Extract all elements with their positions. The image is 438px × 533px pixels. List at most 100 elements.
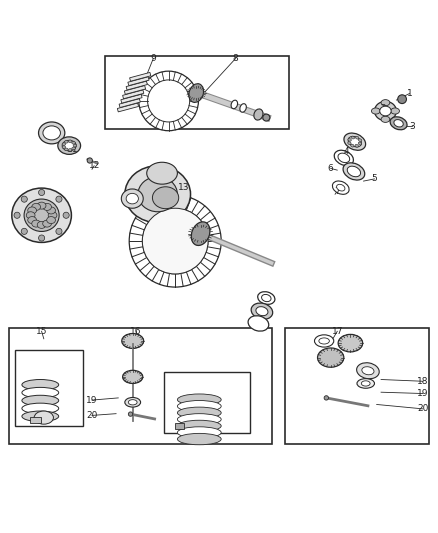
Ellipse shape xyxy=(381,100,390,106)
Text: 8: 8 xyxy=(233,54,239,63)
Ellipse shape xyxy=(362,367,374,375)
Ellipse shape xyxy=(125,166,191,223)
Circle shape xyxy=(39,235,45,241)
Circle shape xyxy=(263,114,270,121)
Ellipse shape xyxy=(344,133,366,150)
Ellipse shape xyxy=(62,146,66,148)
Ellipse shape xyxy=(147,162,177,184)
Ellipse shape xyxy=(319,338,329,344)
Ellipse shape xyxy=(152,187,179,209)
Ellipse shape xyxy=(142,208,208,274)
Ellipse shape xyxy=(314,335,334,347)
Ellipse shape xyxy=(142,208,208,274)
Ellipse shape xyxy=(43,220,52,227)
Circle shape xyxy=(39,189,45,196)
Ellipse shape xyxy=(332,181,349,195)
Polygon shape xyxy=(119,99,140,108)
Ellipse shape xyxy=(72,141,75,144)
Ellipse shape xyxy=(65,141,68,143)
Text: 14: 14 xyxy=(32,208,43,217)
Ellipse shape xyxy=(28,207,36,214)
Ellipse shape xyxy=(358,142,362,145)
Text: 7: 7 xyxy=(334,187,340,196)
Circle shape xyxy=(14,212,20,219)
Ellipse shape xyxy=(254,109,263,120)
Ellipse shape xyxy=(47,207,56,214)
Ellipse shape xyxy=(394,119,403,127)
Ellipse shape xyxy=(177,407,221,418)
Ellipse shape xyxy=(338,334,363,352)
Ellipse shape xyxy=(348,136,361,147)
Bar xyxy=(105,56,289,128)
Text: 10: 10 xyxy=(45,132,56,141)
Bar xyxy=(164,372,250,433)
Text: 16: 16 xyxy=(130,327,141,336)
Text: 20: 20 xyxy=(86,411,98,420)
Ellipse shape xyxy=(123,370,143,383)
Ellipse shape xyxy=(177,400,221,412)
Ellipse shape xyxy=(68,149,72,151)
Ellipse shape xyxy=(191,222,210,246)
Ellipse shape xyxy=(251,303,273,319)
Text: 9: 9 xyxy=(150,54,156,63)
Ellipse shape xyxy=(122,334,144,349)
Ellipse shape xyxy=(357,378,374,388)
Ellipse shape xyxy=(177,427,221,438)
Ellipse shape xyxy=(334,150,353,166)
Ellipse shape xyxy=(348,142,351,144)
Circle shape xyxy=(128,412,133,416)
Ellipse shape xyxy=(258,292,275,304)
Text: 6: 6 xyxy=(328,164,334,173)
Ellipse shape xyxy=(381,116,390,123)
Polygon shape xyxy=(128,77,149,86)
Ellipse shape xyxy=(374,101,396,120)
Text: 18: 18 xyxy=(417,377,428,386)
Ellipse shape xyxy=(177,420,221,432)
Circle shape xyxy=(21,228,27,235)
Circle shape xyxy=(56,228,62,235)
Ellipse shape xyxy=(37,221,46,229)
Ellipse shape xyxy=(338,153,350,163)
Polygon shape xyxy=(121,94,142,103)
Ellipse shape xyxy=(68,140,72,143)
Polygon shape xyxy=(130,72,151,81)
Text: 13: 13 xyxy=(178,183,190,192)
Ellipse shape xyxy=(391,108,399,114)
Ellipse shape xyxy=(357,363,379,379)
Ellipse shape xyxy=(189,84,204,102)
Ellipse shape xyxy=(348,139,351,141)
Circle shape xyxy=(324,395,328,400)
Ellipse shape xyxy=(356,136,359,139)
Circle shape xyxy=(63,212,69,219)
Text: 20: 20 xyxy=(417,405,428,414)
Text: 4: 4 xyxy=(343,147,349,156)
Ellipse shape xyxy=(22,411,59,422)
Ellipse shape xyxy=(47,216,56,223)
Ellipse shape xyxy=(371,108,380,114)
Ellipse shape xyxy=(390,117,407,130)
Ellipse shape xyxy=(231,100,237,109)
Ellipse shape xyxy=(336,184,345,191)
Text: 12: 12 xyxy=(88,161,100,170)
Ellipse shape xyxy=(34,411,53,424)
Ellipse shape xyxy=(125,398,141,407)
Ellipse shape xyxy=(121,189,143,208)
Polygon shape xyxy=(124,85,145,94)
Ellipse shape xyxy=(128,400,137,405)
Ellipse shape xyxy=(261,294,271,302)
Ellipse shape xyxy=(43,126,60,140)
Ellipse shape xyxy=(351,144,354,147)
Bar xyxy=(15,350,83,426)
Ellipse shape xyxy=(129,195,221,287)
Ellipse shape xyxy=(39,122,65,144)
Text: 19: 19 xyxy=(86,395,98,405)
Ellipse shape xyxy=(380,106,391,116)
Ellipse shape xyxy=(22,403,59,414)
Ellipse shape xyxy=(22,379,59,390)
Ellipse shape xyxy=(343,163,365,180)
Ellipse shape xyxy=(62,140,76,151)
Ellipse shape xyxy=(256,306,268,316)
Circle shape xyxy=(398,95,406,103)
Ellipse shape xyxy=(48,212,57,219)
Ellipse shape xyxy=(177,433,221,445)
